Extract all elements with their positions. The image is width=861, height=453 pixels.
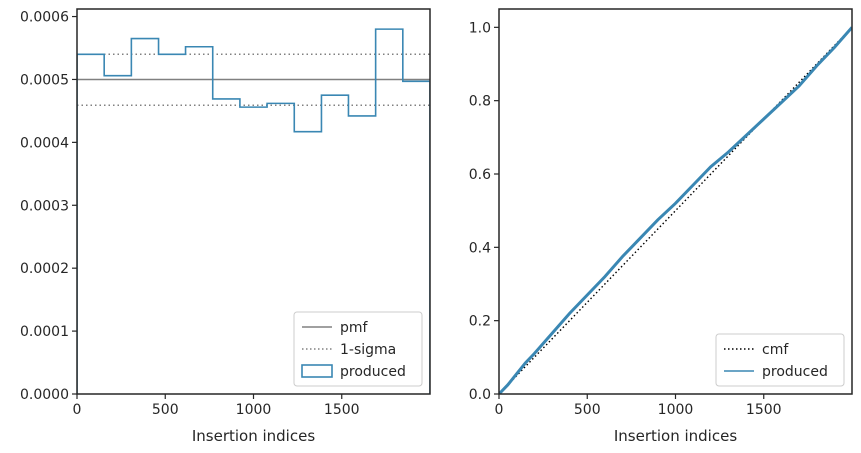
y-tick-label: 0.0000 — [20, 387, 69, 403]
y-tick-label: 0.2 — [469, 314, 491, 330]
y-tick-label: 0.0 — [469, 387, 491, 403]
legend-label-1-sigma: 1-sigma — [340, 342, 396, 358]
x-tick-label: 500 — [574, 402, 601, 418]
plot-marks — [77, 28, 430, 394]
x-tick-label: 0 — [495, 402, 504, 418]
x-tick-label: 500 — [152, 402, 179, 418]
cmf-line — [499, 26, 852, 394]
legend: pmf 1-sigma produced — [293, 311, 423, 387]
histogram-panel: 0 500 1000 1500 0.0000 0.0001 0.0002 0.0003 0.00… — [20, 8, 431, 445]
x-tick-label: 1500 — [746, 402, 782, 418]
x-tick-label: 1000 — [236, 402, 272, 418]
y-tick-label: 0.4 — [469, 240, 491, 256]
cumulative-panel: 0 500 1000 1500 0.0 0.2 0.4 0.6 0.8 1.0 Insertion … — [469, 8, 853, 445]
plot-marks — [499, 26, 852, 394]
legend-box — [293, 311, 423, 387]
legend-label-pmf: pmf — [340, 320, 369, 336]
x-tick-label: 1500 — [324, 402, 360, 418]
y-tick-label: 0.0004 — [20, 135, 69, 151]
legend: cmf produced — [715, 333, 845, 387]
legend-label-produced: produced — [762, 364, 828, 380]
legend-label-cmf: cmf — [762, 342, 789, 358]
x-axis-title: Insertion indices — [614, 427, 737, 445]
x-axis-title: Insertion indices — [192, 427, 315, 445]
produced-histogram-step — [77, 28, 430, 394]
produced-cumulative-line — [499, 26, 852, 394]
x-tick-label: 1000 — [658, 402, 694, 418]
y-tick-label: 0.0005 — [20, 72, 69, 88]
y-tick-label: 0.6 — [469, 167, 491, 183]
y-tick-label: 0.0001 — [20, 324, 69, 340]
legend-box — [715, 333, 845, 387]
y-tick-label: 0.0003 — [20, 198, 69, 214]
y-tick-label: 0.0006 — [20, 10, 69, 26]
y-tick-label: 0.8 — [469, 94, 491, 110]
legend-handle-produced — [301, 364, 333, 378]
y-tick-label: 1.0 — [469, 20, 491, 36]
y-tick-label: 0.0002 — [20, 261, 69, 277]
x-tick-label: 0 — [73, 402, 82, 418]
legend-label-produced: produced — [340, 364, 406, 380]
